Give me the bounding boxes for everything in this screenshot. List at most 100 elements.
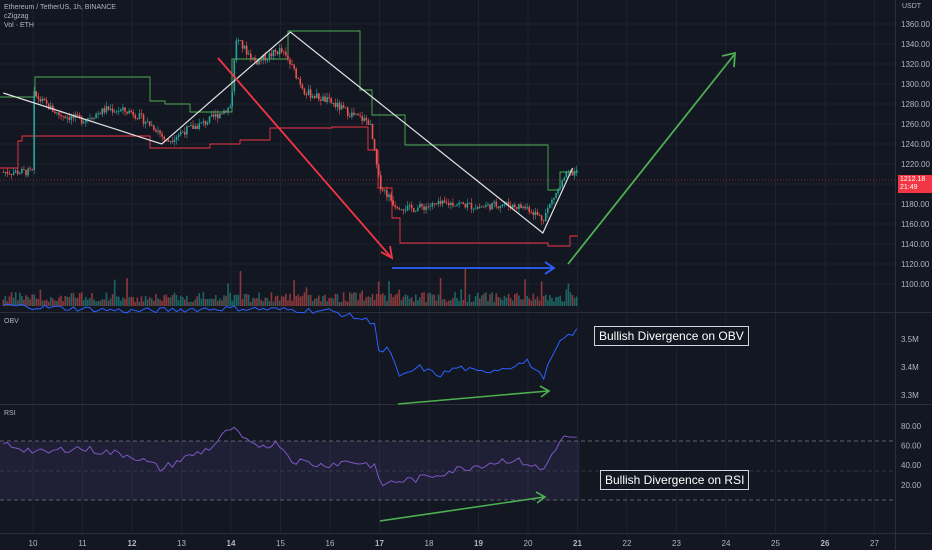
candle-body [365,117,368,121]
candle-body [247,53,250,55]
obv-pane-title[interactable]: OBV [4,318,19,325]
candle-body [99,113,102,115]
candle-body [303,88,306,95]
candle-body [406,205,409,211]
candle-body [441,200,444,205]
zigzag-legend[interactable]: cZigzag [4,13,29,20]
volume-bar [99,300,102,306]
candle-body [561,180,564,187]
volume-bar [412,301,415,306]
candle-body [526,207,528,209]
volume-bar [161,300,163,306]
volume-bar [511,300,514,306]
candle-body [555,193,557,198]
volume-bar [52,298,54,306]
candle-body [60,114,62,117]
candle-body [231,91,234,107]
volume-bar [349,292,351,306]
candle-body [495,201,498,207]
price-axis[interactable]: 1360.00 1340.00 1320.00 1300.00 1280.00 1260.… [901,20,930,289]
volume-bar [297,294,300,306]
candle-body [76,114,79,116]
volume-bar [120,300,122,306]
volume-bar [419,297,421,306]
time-tick-label: 15 [276,539,285,548]
price-tick-label: 1300.00 [901,80,930,89]
volume-bar [445,301,448,306]
volume-bar [460,289,462,306]
candle-body [16,170,19,175]
volume-bar [489,294,491,306]
volume-bar [357,300,359,306]
chart-grid [0,0,895,533]
candle-body [320,99,322,101]
candle-body [103,108,106,113]
volume-bar [101,299,104,306]
red-down-arrow[interactable] [217,57,394,260]
time-axis[interactable]: 10 11 12 13 14 15 16 17 18 19 20 21 22 23 24 25 26 27 [29,539,880,548]
obv-divergence-callout[interactable]: Bullish Divergence on OBV [594,326,749,346]
blue-right-arrow[interactable] [392,261,556,275]
obv-line [3,303,578,381]
volume-bar [382,293,384,306]
volume-bar [194,299,196,306]
candle-body [95,113,97,119]
candle-body [47,103,50,110]
candle-body [285,51,287,56]
candle-body [384,190,386,191]
candle-body [128,110,130,114]
candle-body [489,204,491,210]
candle-body [497,206,500,209]
rsi-tick-label: 20.00 [901,481,922,490]
candle-body [21,168,23,174]
candle-body [307,89,310,96]
rsi-pane-title[interactable]: RSI [4,410,16,417]
obv-green-arrow[interactable] [397,385,551,405]
candle-body [425,206,427,210]
volume-bar [280,296,283,306]
volume-bar [4,296,7,306]
volume-legend[interactable]: Vol · ETH [4,22,34,29]
volume-bar [219,298,221,306]
volume-bar [268,301,271,306]
volume-bar [184,299,186,306]
volume-bar [16,300,19,306]
candle-body [130,110,132,113]
volume-bar [573,297,576,306]
volume-bar [256,298,258,306]
rsi-green-arrow[interactable] [379,491,547,522]
volume-bar [542,296,545,306]
candle-body [93,118,95,119]
rsi-axis[interactable]: 80.00 60.00 40.00 20.00 [901,422,922,490]
green-up-arrow[interactable] [567,51,736,265]
candle-body [464,203,467,208]
volume-bar [309,294,312,306]
volume-bar [466,301,469,306]
candle-body [507,202,510,206]
volume-bar [252,297,254,306]
candle-body [169,140,172,142]
volume-bar [192,301,194,306]
symbol-title[interactable]: Ethereum / TetherUS, 1h, BINANCE [4,4,116,11]
rsi-divergence-callout[interactable]: Bullish Divergence on RSI [600,470,750,490]
candle-body [344,107,347,109]
volume-bar [295,295,297,306]
candle-body [542,220,545,222]
candle-body [188,126,190,128]
candle-body [571,170,574,176]
volume-bar [173,292,176,306]
obv-axis[interactable]: 3.5M 3.4M 3.3M [901,335,919,400]
volume-bar [260,299,262,306]
candle-body [256,60,258,65]
candle-body [324,96,326,102]
candle-body [369,123,372,125]
volume-bar [227,283,229,306]
candle-body [340,105,343,110]
volume-bar [371,293,374,306]
candle-body [394,205,396,207]
volume-bar [155,293,157,306]
candle-body [316,93,318,99]
candle-body [499,206,502,209]
candle-body [359,115,361,117]
